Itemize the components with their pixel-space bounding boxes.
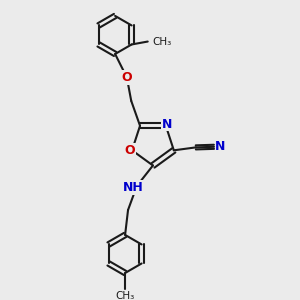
Text: O: O: [125, 144, 135, 157]
Text: CH₃: CH₃: [116, 291, 135, 300]
Text: N: N: [162, 118, 172, 131]
Text: O: O: [122, 71, 132, 84]
Text: NH: NH: [123, 181, 144, 194]
Text: CH₃: CH₃: [152, 37, 171, 46]
Text: N: N: [215, 140, 226, 153]
